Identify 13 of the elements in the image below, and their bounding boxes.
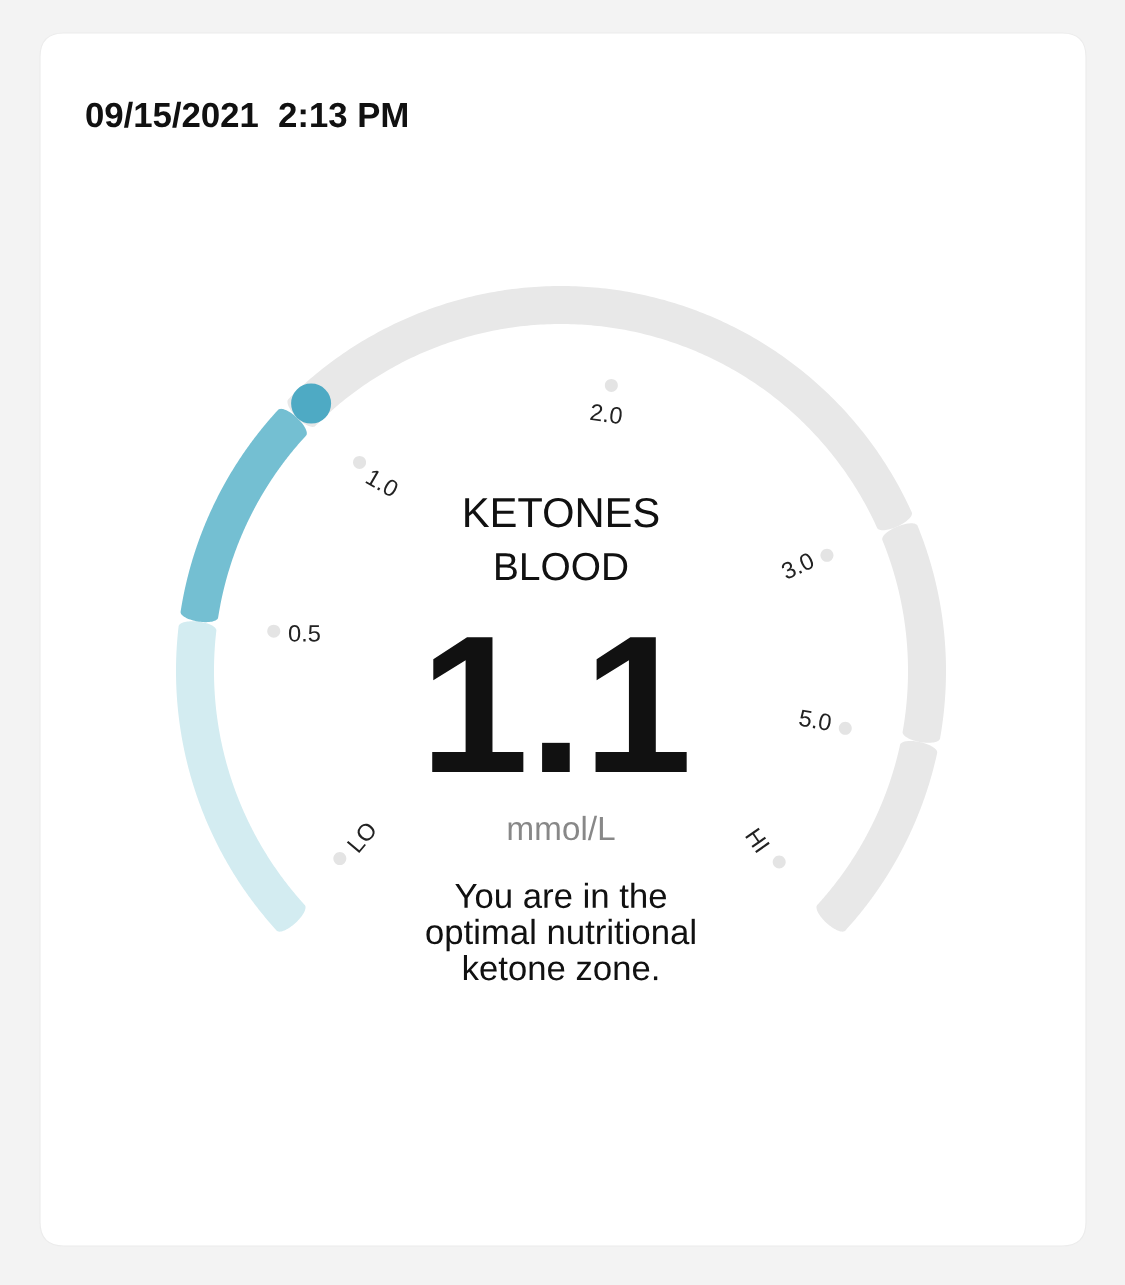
text: 5.0 xyxy=(798,709,832,732)
text: 2.0 xyxy=(590,403,623,425)
text: mmol/L xyxy=(508,815,615,841)
text: 0.5 xyxy=(288,625,320,642)
text: 3.0 xyxy=(780,551,816,581)
text: LO xyxy=(346,820,378,854)
text: HI xyxy=(745,827,770,853)
text: KETONES xyxy=(465,497,659,528)
text: You are in the optimal nutritional ketone zone. xyxy=(426,882,695,981)
text: BLOOD xyxy=(496,552,628,581)
text: 09/15/2021 2:13 PM xyxy=(86,101,407,128)
text: 1.0 xyxy=(365,468,400,498)
text: 1.1 xyxy=(432,637,687,772)
